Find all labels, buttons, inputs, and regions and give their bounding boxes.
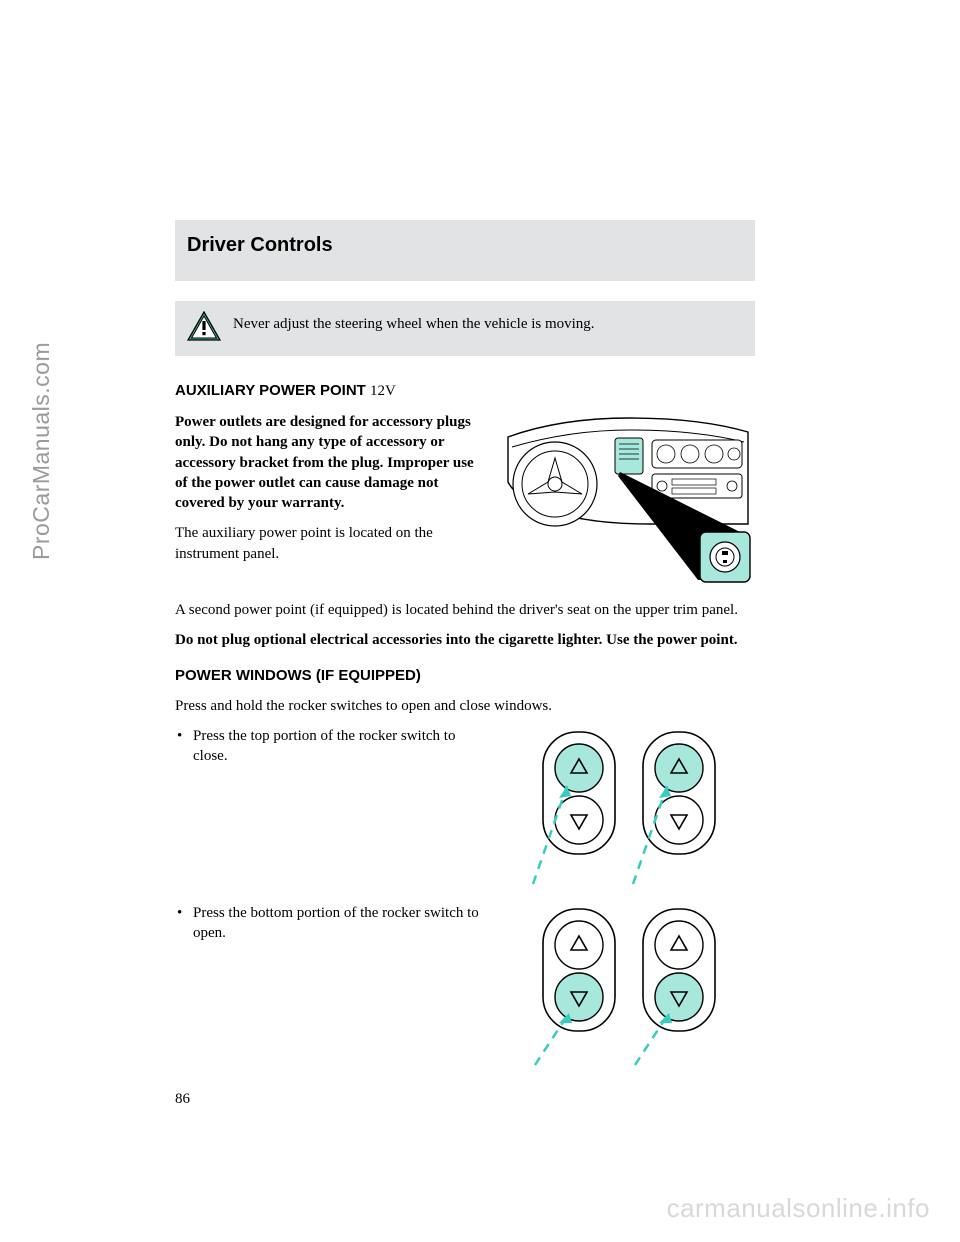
aux-heading: AUXILIARY POWER POINT 12V: [175, 382, 755, 400]
sidebar-watermark: ProCarManuals.com: [28, 342, 55, 560]
warning-text: Never adjust the steering wheel when the…: [233, 311, 595, 336]
aux-paragraph-3: A second power point (if equipped) is lo…: [175, 600, 755, 620]
warning-icon: [187, 311, 221, 346]
section-header: Driver Controls: [175, 220, 755, 281]
windows-bullet-2: Press the bottom portion of the rocker s…: [175, 903, 485, 944]
windows-heading: POWER WINDOWS (IF EQUIPPED): [175, 667, 755, 684]
windows-bullet-1: Press the top portion of the rocker swit…: [175, 726, 485, 767]
aux-paragraph-2: The auxiliary power point is located on …: [175, 523, 482, 564]
bottom-watermark: carmanualsonline.info: [667, 1193, 930, 1224]
aux-paragraph-1: Power outlets are designed for accessory…: [175, 412, 482, 513]
aux-heading-main: AUXILIARY POWER POINT: [175, 382, 366, 399]
aux-heading-suffix: 12V: [370, 383, 396, 399]
windows-intro: Press and hold the rocker switches to op…: [175, 696, 755, 716]
page-content: Driver Controls Never adjust the steerin…: [175, 220, 755, 1108]
aux-paragraph-4: Do not plug optional electrical accessor…: [175, 630, 755, 650]
rocker-close-illustration: [505, 726, 755, 891]
page-number: 86: [175, 1091, 755, 1108]
rocker-open-illustration: [505, 903, 755, 1073]
section-title: Driver Controls: [187, 234, 743, 257]
dashboard-illustration: [500, 412, 755, 592]
warning-box: Never adjust the steering wheel when the…: [175, 301, 755, 356]
